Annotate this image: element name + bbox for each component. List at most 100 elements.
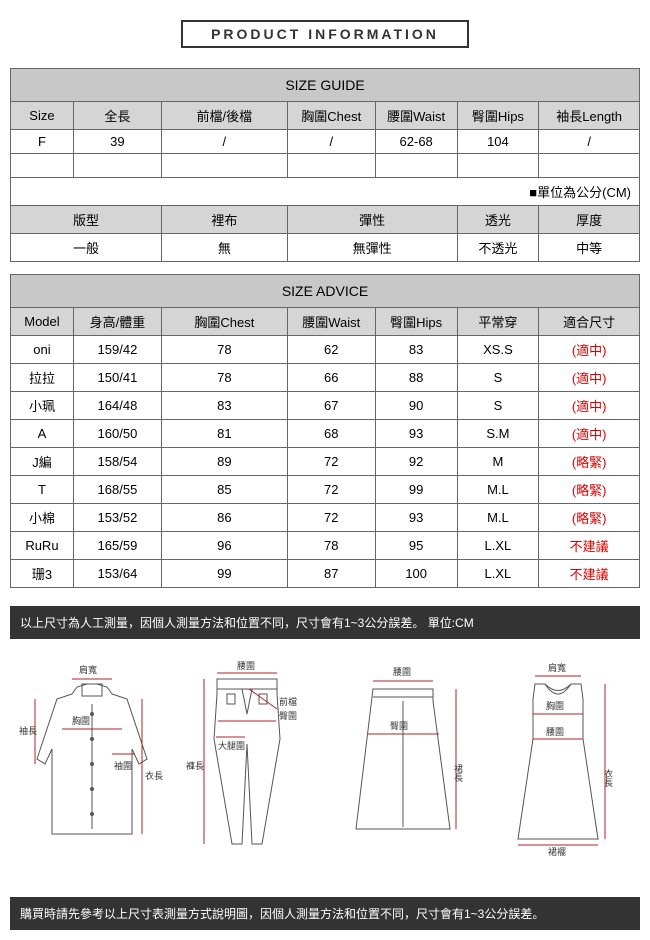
cell: A <box>11 420 74 448</box>
cell: 一般 <box>11 234 162 262</box>
cell: 86 <box>161 504 287 532</box>
cell: / <box>287 130 375 154</box>
cell: RuRu <box>11 532 74 560</box>
col-header: 臀圍Hips <box>457 102 539 130</box>
cell: 中等 <box>539 234 640 262</box>
svg-text:胸圍: 胸圍 <box>546 700 564 711</box>
svg-text:肩寬: 肩寬 <box>548 662 566 673</box>
table-row: SIZE GUIDE <box>11 69 640 102</box>
cell: 93 <box>375 504 457 532</box>
cell: 72 <box>287 476 375 504</box>
cell: M.L <box>457 504 539 532</box>
cell: L.XL <box>457 532 539 560</box>
svg-text:袖長: 袖長 <box>19 725 37 736</box>
cell: 153/64 <box>73 560 161 588</box>
diagram-skirt: 腰圍 臀圍 裙長 <box>325 659 481 859</box>
cell: 90 <box>375 392 457 420</box>
svg-text:前檔: 前檔 <box>279 696 297 707</box>
cell: T <box>11 476 74 504</box>
cell: 160/50 <box>73 420 161 448</box>
cell: 無彈性 <box>287 234 457 262</box>
cell <box>457 154 539 178</box>
table-row: A160/50816893S.M(適中) <box>11 420 640 448</box>
cell: 96 <box>161 532 287 560</box>
cell: / <box>539 130 640 154</box>
col-header: 透光 <box>457 206 539 234</box>
section-header: SIZE ADVICE <box>11 275 640 308</box>
page-title: PRODUCT INFORMATION <box>181 20 469 48</box>
cell: (略緊) <box>539 448 640 476</box>
cell: S.M <box>457 420 539 448</box>
cell: 78 <box>161 336 287 364</box>
cell: XS.S <box>457 336 539 364</box>
svg-text:袖圍: 袖圍 <box>114 760 132 771</box>
cell <box>11 154 74 178</box>
col-header: 平常穿 <box>457 308 539 336</box>
cell: 珊3 <box>11 560 74 588</box>
svg-text:腰圍: 腰圍 <box>546 727 564 737</box>
diagram-shirt: 肩寬 胸圍 袖長 袖圍 衣長 <box>14 659 170 859</box>
svg-text:衣長: 衣長 <box>145 770 163 781</box>
cell: 66 <box>287 364 375 392</box>
cell: S <box>457 392 539 420</box>
table-row: J編158/54897292M(略緊) <box>11 448 640 476</box>
cell <box>539 154 640 178</box>
cell <box>375 154 457 178</box>
cell: 158/54 <box>73 448 161 476</box>
cell: J編 <box>11 448 74 476</box>
svg-text:腰圍: 腰圍 <box>237 661 255 671</box>
cell: 62 <box>287 336 375 364</box>
cell: M <box>457 448 539 476</box>
cell: 165/59 <box>73 532 161 560</box>
table-row: 小珮164/48836790S(適中) <box>11 392 640 420</box>
col-header: 版型 <box>11 206 162 234</box>
svg-text:臀圍: 臀圍 <box>279 711 297 721</box>
cell: 85 <box>161 476 287 504</box>
cell: 小棉 <box>11 504 74 532</box>
cell: 68 <box>287 420 375 448</box>
svg-text:衣長: 衣長 <box>603 768 613 788</box>
unit-note: ■單位為公分(CM) <box>11 178 640 206</box>
cell: (適中) <box>539 364 640 392</box>
col-header: Size <box>11 102 74 130</box>
cell: 164/48 <box>73 392 161 420</box>
table-header-row: Size 全長 前檔/後檔 胸圍Chest 腰圍Waist 臀圍Hips 袖長L… <box>11 102 640 130</box>
cell: 92 <box>375 448 457 476</box>
table-row <box>11 154 640 178</box>
cell: 78 <box>161 364 287 392</box>
cell: 81 <box>161 420 287 448</box>
cell: 72 <box>287 448 375 476</box>
col-header: 腰圍Waist <box>375 102 457 130</box>
svg-text:裙長: 裙長 <box>453 763 463 783</box>
col-header: 全長 <box>73 102 161 130</box>
cell: 153/52 <box>73 504 161 532</box>
cell: 88 <box>375 364 457 392</box>
table-row: oni159/42786283XS.S(適中) <box>11 336 640 364</box>
table-row: T168/55857299M.L(略緊) <box>11 476 640 504</box>
cell: 159/42 <box>73 336 161 364</box>
table-row: ■單位為公分(CM) <box>11 178 640 206</box>
table-row: RuRu165/59967895L.XL不建議 <box>11 532 640 560</box>
cell: (略緊) <box>539 476 640 504</box>
cell: F <box>11 130 74 154</box>
cell: 95 <box>375 532 457 560</box>
col-header: 適合尺寸 <box>539 308 640 336</box>
svg-text:肩寬: 肩寬 <box>79 664 97 675</box>
cell <box>73 154 161 178</box>
col-header: 袖長Length <box>539 102 640 130</box>
cell: 39 <box>73 130 161 154</box>
table-row: 小棉153/52867293M.L(略緊) <box>11 504 640 532</box>
table-row: 珊3153/649987100L.XL不建議 <box>11 560 640 588</box>
col-header: 身高/體重 <box>73 308 161 336</box>
cell: 104 <box>457 130 539 154</box>
cell: M.L <box>457 476 539 504</box>
cell: (適中) <box>539 420 640 448</box>
measurement-diagram-area: 肩寬 胸圍 袖長 袖圍 衣長 腰圍 前檔 臀圍 <box>10 639 640 879</box>
svg-text:褲長: 褲長 <box>186 760 204 771</box>
table-header-row: 版型 裡布 彈性 透光 厚度 <box>11 206 640 234</box>
cell: 不透光 <box>457 234 539 262</box>
table-row: SIZE ADVICE <box>11 275 640 308</box>
svg-text:裙襬: 裙襬 <box>548 846 566 857</box>
cell: 87 <box>287 560 375 588</box>
svg-text:大腿圍: 大腿圍 <box>218 740 245 751</box>
